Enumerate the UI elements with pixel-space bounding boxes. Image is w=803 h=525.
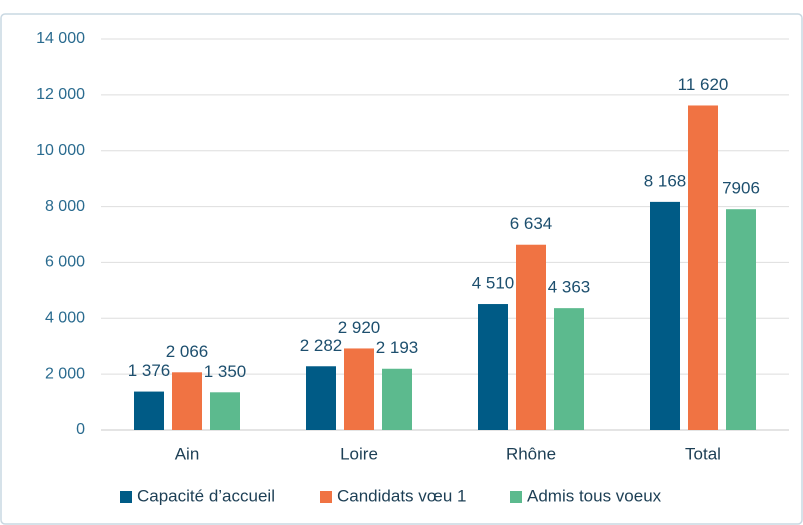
bar [478, 304, 508, 430]
bar [344, 348, 374, 430]
data-label: 1 376 [128, 361, 171, 380]
x-tick-label: Loire [340, 444, 378, 463]
bar [650, 201, 680, 430]
legend-label: Candidats vœu 1 [337, 486, 466, 505]
data-label: 11 620 [678, 75, 729, 94]
bar [306, 366, 336, 430]
x-tick-label: Rhône [506, 444, 556, 463]
bar [210, 392, 240, 430]
data-label: 2 282 [300, 336, 343, 355]
legend-swatch [320, 491, 332, 503]
data-label: 8 168 [644, 171, 687, 190]
data-label: 1 350 [204, 362, 247, 381]
data-label: 6 634 [510, 214, 553, 233]
y-tick-label: 8 000 [45, 198, 85, 215]
bar [688, 105, 718, 430]
data-label: 7906 [722, 179, 760, 198]
bar [382, 368, 412, 430]
data-label: 4 510 [472, 274, 515, 293]
data-label: 4 363 [548, 278, 591, 297]
y-tick-label: 14 000 [36, 30, 85, 47]
y-tick-label: 10 000 [36, 142, 85, 159]
data-label: 2 193 [376, 338, 419, 357]
x-tick-label: Total [685, 444, 721, 463]
y-tick-label: 2 000 [45, 365, 85, 382]
legend-label: Capacité d’accueil [137, 486, 275, 505]
legend-swatch [510, 491, 522, 503]
data-label: 2 920 [338, 318, 381, 337]
bar [134, 391, 164, 430]
y-tick-label: 4 000 [45, 310, 85, 327]
bar [554, 308, 584, 430]
bar [172, 372, 202, 430]
y-tick-label: 0 [76, 421, 85, 438]
y-tick-label: 6 000 [45, 254, 85, 271]
y-tick-label: 12 000 [36, 86, 85, 103]
legend-label: Admis tous voeux [527, 486, 662, 505]
data-label: 2 066 [166, 342, 209, 361]
legend-swatch [120, 491, 132, 503]
x-tick-label: Ain [175, 444, 200, 463]
bar [726, 209, 756, 430]
bar [516, 244, 546, 430]
